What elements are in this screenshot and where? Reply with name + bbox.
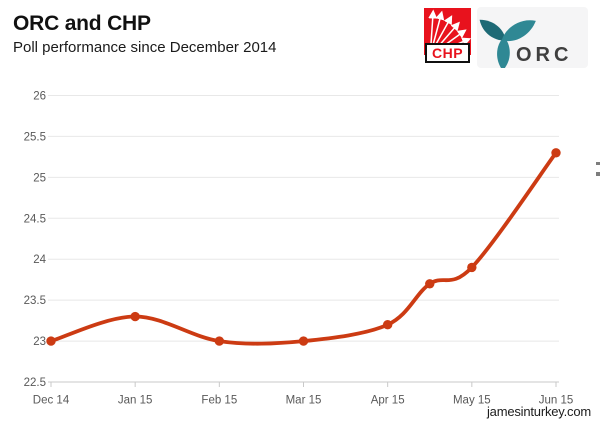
data-point-marker: [298, 336, 309, 346]
data-point-marker: [46, 336, 56, 346]
y-axis-label: 23: [33, 336, 46, 348]
chp-logo: CHP: [424, 8, 471, 63]
watermark-site-label: jamesinturkey.com: [486, 404, 591, 419]
chp-label-box: CHP: [425, 43, 470, 63]
y-axis-label: 25.5: [24, 131, 46, 143]
orc-label: ORC: [516, 44, 573, 66]
data-point-marker: [130, 311, 140, 322]
page-subtitle: Poll performance since December 2014: [13, 39, 277, 57]
y-axis-label: 23.5: [24, 295, 46, 307]
chart-header: ORC and CHP Poll performance since Decem…: [13, 12, 276, 56]
data-point-marker: [425, 279, 435, 289]
orc-trillium-icon: [479, 19, 536, 71]
x-axis-label: May 15: [453, 395, 491, 407]
series-line: [49, 150, 558, 346]
x-axis-label: Jan 15: [118, 395, 153, 407]
page-title: ORC and CHP: [13, 12, 151, 35]
y-axis-label: 25: [33, 172, 46, 184]
y-axis-label: 24.5: [24, 213, 46, 225]
x-axis-label: Dec 14: [33, 395, 70, 407]
x-axis-label: Mar 15: [286, 395, 322, 407]
chp-label: CHP: [431, 45, 464, 61]
x-axis-label: Jun 15: [539, 395, 574, 407]
clipped-edge-artifact: [596, 162, 600, 165]
clipped-edge-artifact: [596, 172, 600, 176]
data-point-marker: [551, 148, 561, 158]
data-point-marker: [467, 262, 477, 273]
y-axis-label: 26: [33, 91, 46, 103]
x-axis-label: Apr 15: [371, 395, 405, 407]
orc-logo: ORC: [477, 7, 588, 71]
y-axis-label: 22.5: [24, 377, 46, 389]
x-axis-label: Feb 15: [201, 395, 237, 407]
data-point-marker: [214, 336, 225, 346]
data-point-marker: [382, 320, 393, 330]
y-axis-label: 24: [33, 254, 46, 266]
